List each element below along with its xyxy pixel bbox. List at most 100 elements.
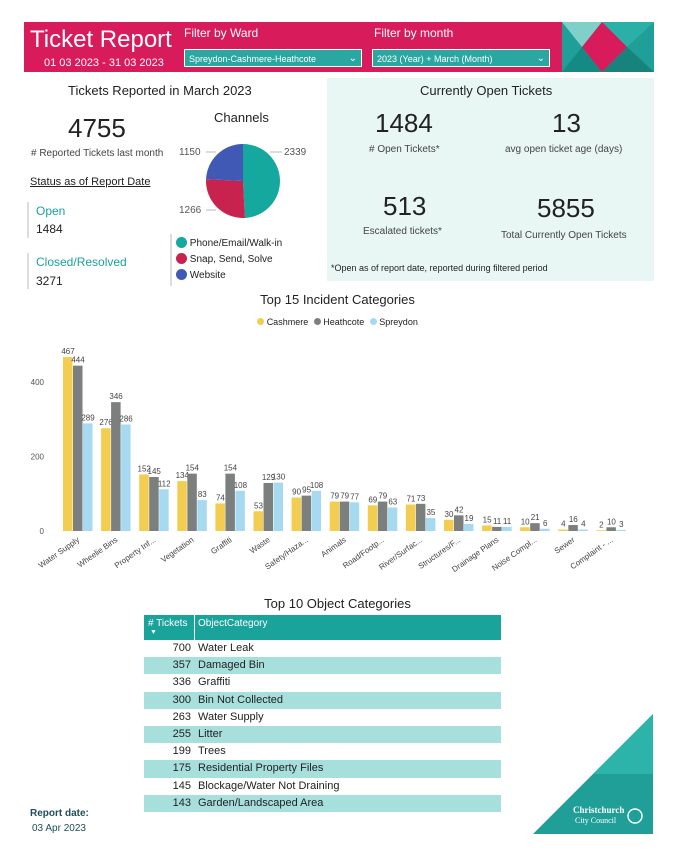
closed-status-value: 3271 [36,274,63,288]
data-label: 21 [531,513,540,522]
legend-label: Spreydon [379,317,418,327]
legend-dot-icon [369,318,377,325]
pie-value-label: 1150 [179,147,201,158]
reported-heading: Tickets Reported in March 2023 [68,83,252,98]
bar [377,501,388,531]
y-tick-label: 0 [40,527,45,536]
data-label: 30 [445,510,454,519]
bar [215,503,225,531]
sort-desc-icon[interactable]: ▼ [150,629,157,636]
bar [530,523,540,531]
data-label: 346 [109,392,123,401]
channels-pie-chart: 2339 1266 1150 [179,144,307,218]
ticket-count-cell: 145 [172,779,191,792]
table-row[interactable]: 175 Residential Property Files [144,760,501,778]
data-label: 145 [148,467,162,476]
bar [177,481,187,531]
closed-status-label: Closed/Resolved [36,255,127,269]
data-label: 276 [99,418,113,427]
data-label: 42 [455,505,464,514]
legend-divider [170,234,172,286]
bar [329,501,340,531]
table-row[interactable]: 263 Water Supply [144,709,501,726]
data-label: 95 [302,486,311,495]
bar [502,526,512,531]
data-label: 11 [493,517,502,526]
table-row[interactable]: 357 Damaged Bin [144,657,501,675]
ward-filter-value: Spreydon-Cashmere-Heathcote [189,54,317,64]
x-tick-label: Safety/Haza... [263,535,309,571]
data-label: 73 [416,494,425,503]
open-tickets-heading: Currently Open Tickets [420,83,553,98]
bar [540,528,550,531]
ticket-count-cell: 199 [172,745,191,758]
reported-count-label: # Reported Tickets last month [31,148,164,159]
chart-legend: Cashmere Heathcote Spreydon [0,317,675,327]
ward-filter-dropdown[interactable]: Spreydon-Cashmere-Heathcote ⌄ [184,49,362,67]
bar [111,402,121,531]
table-row[interactable]: 255 Litter [144,725,501,744]
x-tick-label: Complaint - ... [569,535,615,571]
table-row[interactable]: 336 Graffiti [144,674,501,691]
data-label: 112 [158,479,171,488]
bar [311,490,322,531]
col-tickets-header[interactable]: # Tickets [148,618,188,629]
col-category-header[interactable]: ObjectCategory [198,618,268,629]
table-row[interactable]: 145 Blockage/Water Not Draining [144,778,501,795]
bar [73,365,83,531]
bar [301,495,312,531]
ticket-count-cell: 255 [172,727,191,740]
data-label: 79 [340,492,349,501]
data-label: 152 [138,464,152,473]
data-label: 11 [503,517,512,526]
open-tickets-panel: Currently Open Tickets 1484 # Open Ticke… [327,78,654,281]
ticket-count-cell: 700 [172,642,191,654]
column-separator [194,615,195,640]
ticket-count-cell: 175 [172,762,191,775]
legend-item: Website [176,268,282,284]
total-open-label: Total Currently Open Tickets [501,230,627,241]
data-label: 19 [465,514,474,523]
report-date-value: 03 Apr 2023 [32,823,86,834]
data-label: 467 [61,347,75,356]
legend-dot-icon [257,318,265,325]
legend-item: Snap, Send, Solve [176,252,282,268]
object-categories-table: # Tickets ▼ ObjectCategory 700 Water Leak… [144,615,501,812]
status-heading: Status as of Report Date [30,176,151,188]
data-label: 154 [224,464,238,473]
bar [235,490,245,531]
table-row[interactable]: 143 Garden/Landscaped Area [144,794,501,812]
object-category-cell: Water Supply [198,710,264,723]
bar [159,489,169,531]
x-tick-label: Water Supply [37,535,81,570]
escalated-label: Escalated tickets* [363,226,442,237]
month-filter-dropdown[interactable]: 2023 (Year) + March (Month) ⌄ [372,49,550,67]
data-label: 16 [569,515,578,524]
table-row[interactable]: 300 Bin Not Collected [144,691,501,709]
report-date-label: Report date: [30,808,89,819]
chart-title: Top 15 Incident Categories [260,292,415,307]
table-row[interactable]: 700 Water Leak [144,640,501,657]
data-label: 108 [310,481,324,490]
channels-legend: Phone/Email/Walk-in Snap, Send, Solve We… [176,236,282,284]
x-tick-label: Vegetation [159,535,195,564]
month-filter-value: 2023 (Year) + March (Month) [377,54,493,64]
bar [63,357,73,531]
pie-slice [243,144,281,218]
bar [520,527,530,531]
data-label: 154 [186,464,200,473]
bar [339,501,350,531]
data-label: 53 [254,501,263,510]
bar [149,477,159,531]
data-label: 4 [581,520,586,529]
data-label: 83 [198,490,207,499]
pie-slice [206,179,245,218]
legend-label: Snap, Send, Solve [189,254,273,265]
bar [492,526,502,531]
bar [225,473,235,531]
table-row[interactable]: 199 Trees [144,743,501,760]
legend-label: Cashmere [266,317,309,327]
pie-slice [206,144,243,181]
council-logo-triangle: Christchurch City Council [533,714,653,834]
